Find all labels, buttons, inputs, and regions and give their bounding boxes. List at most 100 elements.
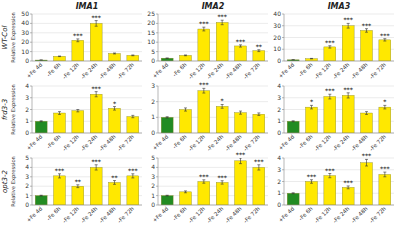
bar — [127, 176, 139, 205]
error-line — [366, 112, 367, 115]
annotation: *** — [217, 13, 227, 20]
y-tick-label: 2 — [277, 178, 281, 185]
error-bar — [184, 108, 187, 111]
x-tick-label: +Fe 4d — [277, 205, 295, 223]
x-tick-label: -Fe 48h — [350, 133, 369, 152]
error-cap — [383, 176, 386, 177]
panel: 0510152025***********+Fe 4d-Fe 6h-Fe 12h… — [147, 2, 268, 80]
error-cap — [292, 120, 295, 121]
error-cap — [131, 54, 134, 55]
bar — [54, 176, 66, 205]
error-line — [114, 181, 115, 185]
x-tick-label: -Fe 72h — [242, 61, 261, 80]
error-cap — [131, 177, 134, 178]
grid-line — [158, 51, 268, 52]
error-bar — [239, 111, 242, 114]
error-cap — [257, 170, 260, 171]
y-tick-label: 4 — [25, 163, 29, 170]
error-cap — [239, 114, 242, 115]
error-line — [96, 165, 97, 170]
x-tick-label: +Fe 4d — [151, 133, 169, 151]
error-cap — [131, 115, 134, 116]
error-cap — [95, 96, 98, 97]
error-bar — [365, 159, 368, 166]
bar — [54, 56, 66, 61]
error-line — [185, 108, 186, 111]
bar — [109, 182, 121, 205]
annotation: *** — [343, 86, 353, 93]
error-line — [132, 174, 133, 178]
x-tick-label: -Fe 6h — [171, 61, 188, 78]
error-bar — [383, 105, 386, 109]
error-bar — [95, 21, 98, 27]
row-label: WT-Col — [1, 26, 9, 50]
error-line — [258, 50, 259, 52]
error-line — [348, 186, 349, 189]
error-line — [132, 54, 133, 56]
x-axis-line — [284, 133, 394, 134]
error-cap — [76, 109, 79, 110]
x-tick-label: -Fe 24h — [80, 205, 99, 224]
error-bar — [131, 174, 134, 178]
y-tick-label: 0 — [25, 57, 29, 64]
marks — [35, 21, 139, 61]
x-axis-line — [32, 205, 142, 206]
marks — [161, 158, 265, 205]
error-bar — [131, 115, 134, 117]
grid-line — [32, 109, 142, 110]
y-tick-label: 2 — [25, 106, 29, 113]
bar — [379, 40, 391, 61]
error-cap — [292, 59, 295, 60]
annotation: *** — [73, 32, 83, 39]
x-tick-label: -Fe 24h — [206, 133, 225, 152]
x-axis-line — [158, 133, 268, 134]
error-bar — [40, 60, 43, 61]
annotation: *** — [254, 158, 264, 165]
error-bar — [221, 181, 224, 184]
x-tick-label: -Fe 48h — [224, 205, 243, 224]
error-line — [41, 195, 42, 197]
annotation: *** — [380, 32, 390, 39]
annotation: *** — [362, 22, 372, 29]
x-tick-label: +Fe 4d — [25, 133, 43, 151]
error-line — [293, 192, 294, 194]
y-tick-label: 5 — [151, 48, 155, 55]
error-bar — [40, 195, 43, 197]
error-line — [59, 56, 60, 58]
grid-line — [284, 86, 394, 87]
x-tick-label: -Fe 6h — [45, 61, 62, 78]
error-bar — [310, 180, 313, 184]
panel: 01234********+Fe 4d-Fe 6h-Fe 12h-Fe 24h-… — [277, 82, 394, 152]
y-tick-label: 4 — [277, 154, 281, 161]
marks — [161, 88, 265, 133]
error-cap — [166, 58, 169, 59]
annotation: * — [383, 98, 387, 105]
error-cap — [166, 195, 169, 196]
y-tick-label: 25 — [147, 10, 155, 17]
error-line — [293, 59, 294, 60]
error-cap — [365, 111, 368, 112]
error-bar — [202, 180, 205, 183]
y-tick-label: 3 — [25, 94, 29, 101]
grid-line — [284, 14, 394, 15]
grid-line — [158, 23, 268, 24]
error-line — [167, 195, 168, 197]
grid-line — [158, 86, 268, 87]
y-tick-label: 0 — [277, 129, 281, 136]
grid-line — [284, 158, 394, 159]
x-tick-label: -Fe 6h — [45, 205, 62, 222]
y-tick-label: 5 — [151, 154, 155, 161]
grid-line — [284, 25, 394, 26]
error-cap — [58, 114, 61, 115]
bar — [235, 113, 247, 133]
error-cap — [184, 111, 187, 112]
grid-line — [158, 101, 268, 102]
panel: 012345*************+Fe 4d-Fe 6h-Fe 12h-F… — [1, 154, 142, 224]
annotation: *** — [91, 158, 101, 165]
error-cap — [383, 108, 386, 109]
panel: 012345************+Fe 4d-Fe 6h-Fe 12h-Fe… — [151, 151, 268, 224]
error-cap — [257, 51, 260, 52]
error-bar — [76, 185, 79, 188]
error-line — [240, 45, 241, 47]
grid-line — [284, 49, 394, 50]
